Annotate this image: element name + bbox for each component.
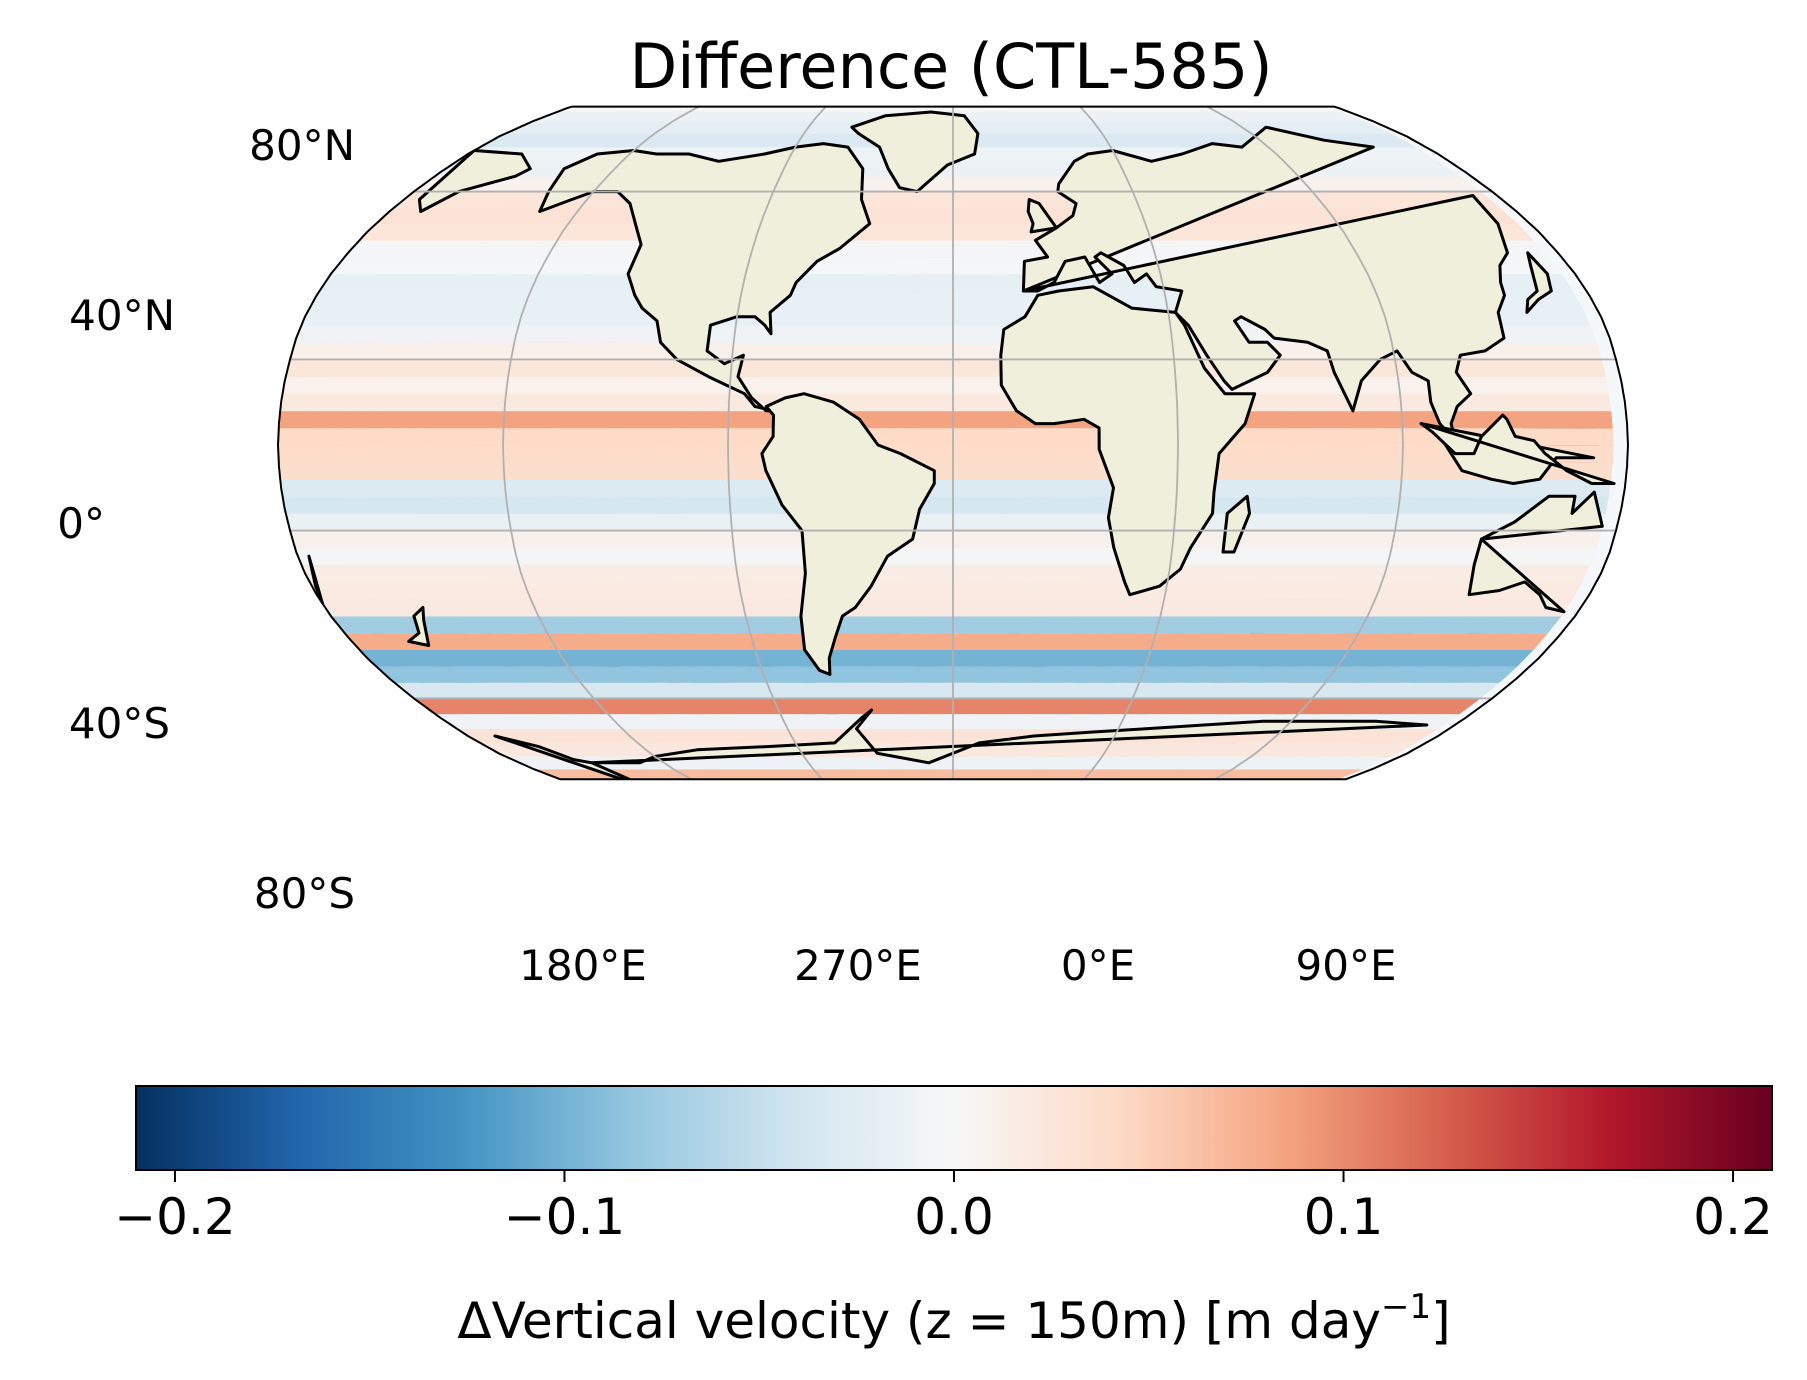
field-cell: [375, 666, 1518, 683]
field-cell: [282, 496, 1609, 514]
field-cell: [318, 598, 1573, 617]
lat-label-40n: 40°N: [69, 291, 175, 340]
lon-label-90e: 90°E: [1296, 941, 1397, 990]
colorbar-ticks: −0.2 −0.1 0.0 0.1 0.2: [114, 1170, 1773, 1246]
lat-label-0: 0°: [57, 499, 105, 548]
lon-label-180e: 180°E: [519, 941, 647, 990]
colorbar-tick-label: 0.0: [914, 1188, 994, 1246]
field-cell: [278, 444, 1614, 463]
map-title: Difference (CTL-585): [629, 30, 1272, 103]
lon-label-0e: 0°E: [1061, 941, 1135, 990]
field-cell: [393, 682, 1501, 699]
field-cell: [282, 376, 1609, 394]
field-cell: [285, 513, 1606, 531]
field-cell: [301, 564, 1591, 583]
colorbar-tick-label: 0.1: [1304, 1188, 1384, 1246]
field-cell: [278, 461, 1613, 480]
field-cell: [330, 615, 1562, 634]
field-cell: [294, 547, 1597, 566]
field-cell: [289, 530, 1602, 548]
field-cell: [278, 410, 1613, 429]
lon-label-270e: 270°E: [794, 941, 922, 990]
colorbar-tick-label: 0.2: [1693, 1188, 1773, 1246]
colorbar: −0.2 −0.1 0.0 0.1 0.2 ΔVertical velocity (z …: [114, 1085, 1773, 1350]
lat-label-80s: 80°S: [254, 869, 355, 918]
field-cell: [533, 768, 1364, 780]
colorbar-tick-label: −0.1: [504, 1188, 625, 1246]
map-frame: [276, 105, 1630, 781]
velocity-anomaly-field: [278, 106, 1614, 780]
lat-label-80n: 80°N: [249, 121, 355, 170]
field-cell: [358, 649, 1535, 667]
field-cell: [412, 698, 1482, 715]
lat-label-40s: 40°S: [69, 699, 170, 748]
colorbar-label: ΔVertical velocity (z = 150m) [m day−1]: [457, 1287, 1450, 1350]
colorbar-gradient: [135, 1085, 1773, 1171]
longitude-labels: 180°E 270°E 0°E 90°E: [519, 941, 1396, 990]
field-cell: [279, 478, 1612, 497]
field-cell: [309, 581, 1583, 600]
field-cell: [343, 632, 1549, 650]
field-cell: [278, 427, 1614, 446]
colorbar-tick-label: −0.2: [114, 1188, 235, 1246]
field-cell: [279, 393, 1612, 412]
